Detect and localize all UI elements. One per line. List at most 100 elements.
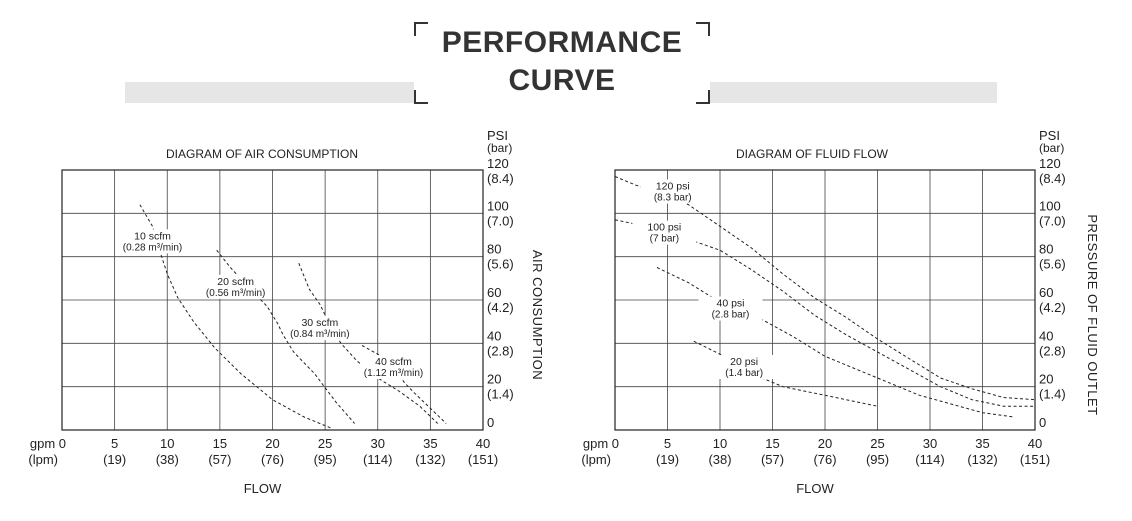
x-tick-label: 5 [111, 436, 118, 451]
y-tick-label: 100 [1039, 198, 1061, 213]
series-label-background [287, 316, 352, 340]
x-tick-sublabel: (57) [208, 452, 231, 467]
y-tick-label: 20 [487, 372, 501, 387]
y-tick-sublabel: (4.2) [1039, 300, 1066, 315]
x-tick-sublabel: (19) [656, 452, 679, 467]
bracket-bottom-right [696, 90, 710, 104]
series-label: 20 scfm [217, 276, 254, 288]
series-label-background [120, 229, 185, 254]
x-tick-sublabel: (132) [967, 452, 997, 467]
x-tick-label: 30 [923, 436, 937, 451]
y-unit-label: PSI [1039, 128, 1060, 143]
series-sublabel: (0.28 m³/min) [123, 242, 182, 253]
y-tick-label: 80 [487, 242, 501, 257]
x-axis-label: FLOW [796, 481, 834, 496]
y-unit-sublabel: (bar) [487, 141, 512, 155]
series-sublabel: (0.84 m³/min) [290, 329, 349, 340]
page-title-line-2: CURVE [508, 64, 616, 97]
y-tick-sublabel: (1.4) [487, 387, 514, 402]
y-tick-label: 40 [487, 328, 501, 343]
bracket-top-right [696, 22, 710, 36]
y-tick-label: 60 [487, 285, 501, 300]
x-tick-sublabel: (38) [708, 452, 731, 467]
series-label: 10 scfm [134, 230, 171, 242]
x-tick-sublabel: (38) [156, 452, 179, 467]
chart-title: DIAGRAM OF FLUID FLOW [736, 147, 889, 161]
series-line-40-scfm [361, 345, 447, 424]
x-tick-label: 30 [371, 436, 385, 451]
y-unit-label: PSI [487, 128, 508, 143]
y-tick-sublabel: (7.0) [1039, 213, 1066, 228]
y-tick-label: 60 [1039, 285, 1053, 300]
y-tick-label: 40 [1039, 328, 1053, 343]
x-tick-sublabel: (132) [415, 452, 445, 467]
x-tick-sublabel: (151) [1020, 452, 1050, 467]
y-axis-label: AIR CONSUMPTION [530, 250, 545, 380]
y-axis-label: PRESSURE OF FLUID OUTLET [1085, 214, 1100, 415]
x-tick-label: 35 [975, 436, 989, 451]
x-tick-label: 40 [1028, 436, 1042, 451]
x-tick-label: 25 [318, 436, 332, 451]
x-tick-sublabel: (76) [813, 452, 836, 467]
y-tick-sublabel: (7.0) [487, 213, 514, 228]
x-tick-label: 10 [160, 436, 174, 451]
y-tick-label: 120 [487, 156, 509, 171]
series-label: 40 psi [716, 298, 744, 310]
y-tick-sublabel: (8.4) [487, 171, 514, 186]
x-tick-label: 25 [870, 436, 884, 451]
bracket-top-left [414, 22, 428, 36]
y-tick-label: 20 [1039, 372, 1053, 387]
x-axis-label: FLOW [244, 481, 282, 496]
x-tick-sublabel: (95) [314, 452, 337, 467]
series-label: 100 psi [647, 222, 681, 234]
series-label-background [712, 355, 777, 379]
x-tick-label: 20 [265, 436, 279, 451]
x-tick-sublabel: (114) [363, 452, 392, 467]
x-tick-sublabel: (lpm) [28, 452, 58, 467]
page-title-line-1: PERFORMANCE [441, 26, 683, 59]
y-tick-sublabel: (2.8) [1039, 343, 1066, 358]
series-sublabel: (1.4 bar) [725, 368, 763, 379]
series-line-100-psi [614, 219, 1035, 407]
series-label: 30 scfm [301, 317, 338, 329]
series-label: 20 psi [730, 356, 758, 368]
series-label-background [361, 355, 426, 379]
y-tick-label: 120 [1039, 156, 1061, 171]
y-tick-sublabel: (5.6) [1039, 257, 1066, 272]
y-tick-sublabel: (5.6) [487, 257, 514, 272]
y-tick-sublabel: (2.8) [487, 343, 514, 358]
series-line-40-psi [656, 267, 1015, 418]
x-tick-label: gpm 0 [30, 436, 66, 451]
y-tick-label: 0 [487, 415, 494, 430]
x-tick-label: 15 [213, 436, 227, 451]
series-label-background [203, 274, 268, 299]
x-tick-sublabel: (95) [866, 452, 889, 467]
x-tick-label: 20 [818, 436, 832, 451]
x-tick-sublabel: (76) [261, 452, 284, 467]
series-sublabel: (1.12 m³/min) [364, 368, 423, 379]
series-label: 40 scfm [375, 356, 412, 368]
x-tick-label: gpm 0 [583, 436, 619, 451]
x-tick-sublabel: (57) [761, 452, 784, 467]
series-sublabel: (2.8 bar) [712, 310, 750, 321]
air-consumption-chart: DIAGRAM OF AIR CONSUMPTION gpm 0(lpm) 5(19… [28, 128, 545, 496]
plot-frame [614, 169, 1036, 431]
bracket-bottom-left [414, 90, 428, 104]
series-sublabel: (7 bar) [650, 234, 679, 245]
x-tick-label: 10 [713, 436, 727, 451]
series-label-background [640, 179, 705, 204]
series-line-120-psi [614, 176, 1036, 401]
series-label: 120 psi [656, 181, 690, 193]
y-tick-sublabel: (8.4) [1039, 171, 1066, 186]
plot-frame [61, 169, 484, 431]
x-tick-sublabel: (19) [103, 452, 126, 467]
y-tick-label: 80 [1039, 242, 1053, 257]
series-label-background [632, 220, 697, 245]
x-tick-label: 15 [765, 436, 779, 451]
x-tick-sublabel: (lpm) [581, 452, 611, 467]
x-tick-label: 40 [476, 436, 490, 451]
series-sublabel: (8.3 bar) [654, 193, 692, 204]
series-label-background [698, 296, 763, 321]
chart-title: DIAGRAM OF AIR CONSUMPTION [166, 147, 358, 161]
x-tick-label: 5 [664, 436, 671, 451]
